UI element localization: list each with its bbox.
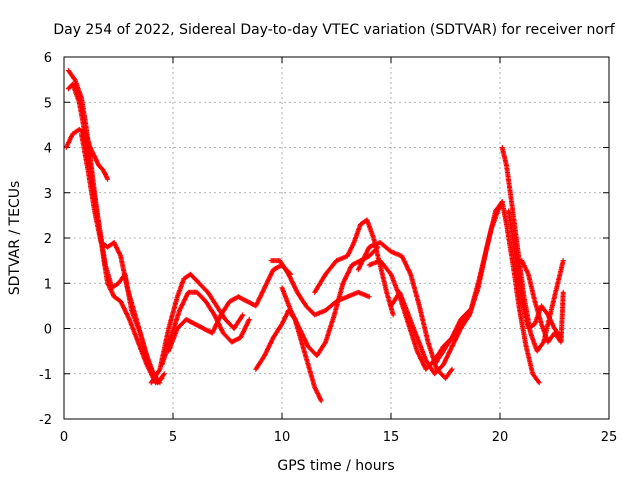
x-tick-label: 20	[492, 430, 509, 445]
data-point	[105, 176, 111, 182]
data-point	[104, 174, 109, 180]
data-points	[63, 68, 566, 404]
y-tick-label: 6	[44, 51, 52, 66]
data-point	[496, 206, 502, 212]
data-point	[560, 258, 566, 264]
x-tick-label: 25	[601, 430, 618, 445]
series-s12	[355, 240, 455, 381]
data-point	[322, 340, 328, 346]
data-point	[449, 366, 455, 372]
y-tick-label: -1	[39, 368, 52, 383]
x-tick-label: 0	[60, 430, 68, 445]
x-tick-label: 5	[169, 430, 177, 445]
data-point	[161, 371, 167, 377]
series-s14	[388, 199, 505, 377]
plot-frame	[63, 56, 610, 420]
data-point	[318, 398, 324, 404]
x-tick-label: 15	[383, 430, 400, 445]
y-tick-label: 3	[44, 187, 52, 202]
data-point	[94, 159, 100, 165]
series-s9	[268, 258, 372, 318]
data-point	[366, 294, 372, 300]
x-tick-label: 10	[274, 430, 291, 445]
y-axis-label: SDTVAR / TECUs	[7, 181, 23, 296]
series-s5	[148, 271, 246, 386]
y-tick-label: 5	[44, 96, 52, 111]
y-tick-label: 4	[44, 142, 52, 157]
series-s18	[519, 258, 566, 345]
data-point	[161, 372, 166, 378]
y-tick-label: -2	[39, 413, 52, 428]
data-point	[390, 312, 396, 318]
series-s3	[63, 126, 111, 182]
data-point	[246, 316, 252, 322]
y-tick-label: 2	[44, 232, 52, 247]
series-s2	[65, 81, 167, 386]
series-s8	[253, 307, 324, 404]
y-tick-label: 1	[44, 277, 52, 292]
data-point	[93, 156, 99, 162]
data-point	[240, 312, 246, 318]
series-s7	[166, 262, 294, 354]
chart-title: Day 254 of 2022, Sidereal Day-to-day VTE…	[53, 22, 615, 38]
data-point	[560, 289, 566, 295]
y-tick-label: 0	[44, 323, 52, 338]
y-tick-labels: -2 -1 0 1 2 3 4 5 6	[39, 51, 52, 428]
x-axis-label: GPS time / hours	[277, 458, 394, 474]
series-s15	[432, 199, 542, 386]
series-s4	[78, 131, 163, 386]
data-point	[156, 379, 162, 385]
data-point	[540, 340, 546, 346]
x-tick-labels: 0 5 10 15 20 25	[60, 430, 617, 445]
data-point	[535, 379, 541, 385]
data-point	[536, 380, 542, 386]
data-point	[157, 380, 163, 386]
data-point	[90, 151, 96, 157]
series-s10	[279, 244, 381, 359]
